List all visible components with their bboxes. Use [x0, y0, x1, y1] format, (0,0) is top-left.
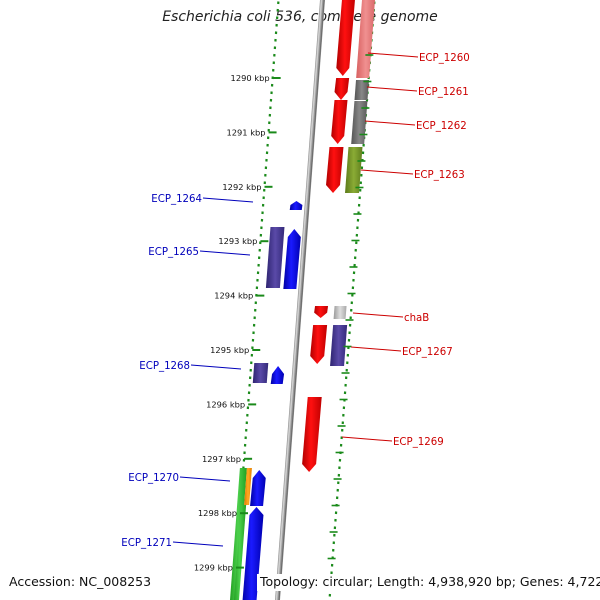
backbone-line	[274, 0, 326, 600]
cog-feature[interactable]	[265, 227, 285, 288]
gene-label-leader	[179, 476, 231, 482]
cog-feature[interactable]	[330, 325, 348, 366]
gene-feature-ecp1267[interactable]	[310, 325, 328, 364]
gene-label[interactable]: ECP_1263	[414, 170, 465, 181]
gene-labels: ECP_1260 ECP_1261 ECP_1262 ECP_1263 ECP_1264…	[121, 52, 470, 549]
gene-label-leader	[352, 312, 404, 318]
gene-label-leader	[367, 52, 419, 58]
gene-feature-ecp1263[interactable]	[326, 147, 344, 193]
gene-label[interactable]: ECP_1260	[419, 53, 470, 64]
cog-feature[interactable]	[252, 363, 269, 383]
gene-label[interactable]: ECP_1271	[121, 538, 172, 549]
gene-label-leader	[202, 197, 254, 203]
gene-label[interactable]: ECP_1264	[151, 194, 202, 205]
gene-label[interactable]: ECP_1262	[416, 121, 467, 132]
ruler-tick-label: 1296 kbp	[206, 399, 245, 409]
ruler-tick-label: 1291 kbp	[226, 127, 265, 137]
gene-label[interactable]: ECP_1268	[139, 361, 190, 372]
gene-feature-ecp1265[interactable]	[283, 229, 301, 289]
gene-feature-ecp1262[interactable]	[331, 100, 348, 144]
backbone-line	[278, 0, 325, 600]
gene-label-leader	[350, 346, 402, 352]
gene-label-leader	[341, 436, 393, 442]
cog-feature[interactable]	[354, 80, 370, 100]
ruler-tick-label: 1290 kbp	[231, 73, 270, 83]
gene-feature-chab[interactable]	[314, 306, 329, 318]
gene-feature-ecp1269[interactable]	[302, 397, 322, 472]
cog-feature[interactable]	[229, 468, 247, 600]
cog-feature[interactable]	[351, 101, 368, 144]
ruler-tick-label: 1293 kbp	[218, 236, 257, 246]
ruler-tick-label: 1297 kbp	[202, 454, 241, 464]
gene-feature-ecp1270[interactable]	[250, 470, 266, 506]
cog-feature[interactable]	[233, 505, 247, 600]
gene-label-leader	[360, 169, 414, 175]
genome-summary-text: Topology: circular; Length: 4,938,920 bp…	[257, 574, 600, 591]
cog-feature[interactable]	[356, 0, 375, 78]
ruler-tick-label: 1292 kbp	[222, 182, 261, 192]
gene-label-leader	[366, 86, 418, 92]
gene-feature-ecp1261[interactable]	[334, 78, 350, 100]
gene-label-leader	[364, 120, 416, 126]
gene-feature-ecp1260[interactable]	[336, 0, 355, 76]
cog-feature[interactable]	[345, 147, 363, 193]
gene-label[interactable]: ECP_1270	[128, 473, 179, 484]
backbone-line	[275, 0, 323, 600]
ruler-tick-label: 1295 kbp	[210, 345, 249, 355]
gene-feature-ecp1268[interactable]	[270, 366, 285, 384]
gene-label[interactable]: ECP_1269	[393, 437, 444, 448]
gene-label[interactable]: ECP_1261	[418, 87, 469, 98]
gene-label[interactable]: ECP_1265	[148, 247, 199, 258]
accession-text: Accession: NC_008253	[9, 574, 152, 589]
gene-label-leader	[199, 250, 251, 256]
cog-feature[interactable]	[333, 306, 347, 319]
ruler-tick-label: 1299 kbp	[194, 563, 233, 573]
ruler-ticks: 1290 kbp 1291 kbp 1292 kbp 1293 kbp 1294 kbp…	[194, 54, 374, 573]
genome-backbone	[274, 0, 326, 600]
ruler-tick-label: 1298 kbp	[198, 508, 237, 518]
ruler-tick-label: 1294 kbp	[214, 291, 253, 301]
cog-feature[interactable]	[244, 468, 252, 505]
gene-label[interactable]: ECP_1267	[402, 347, 453, 358]
gene-label[interactable]: chaB	[404, 313, 429, 324]
gene-label-leader	[190, 364, 242, 370]
gene-label-leader	[172, 541, 224, 547]
gene-feature-ecp1264[interactable]	[289, 201, 303, 210]
